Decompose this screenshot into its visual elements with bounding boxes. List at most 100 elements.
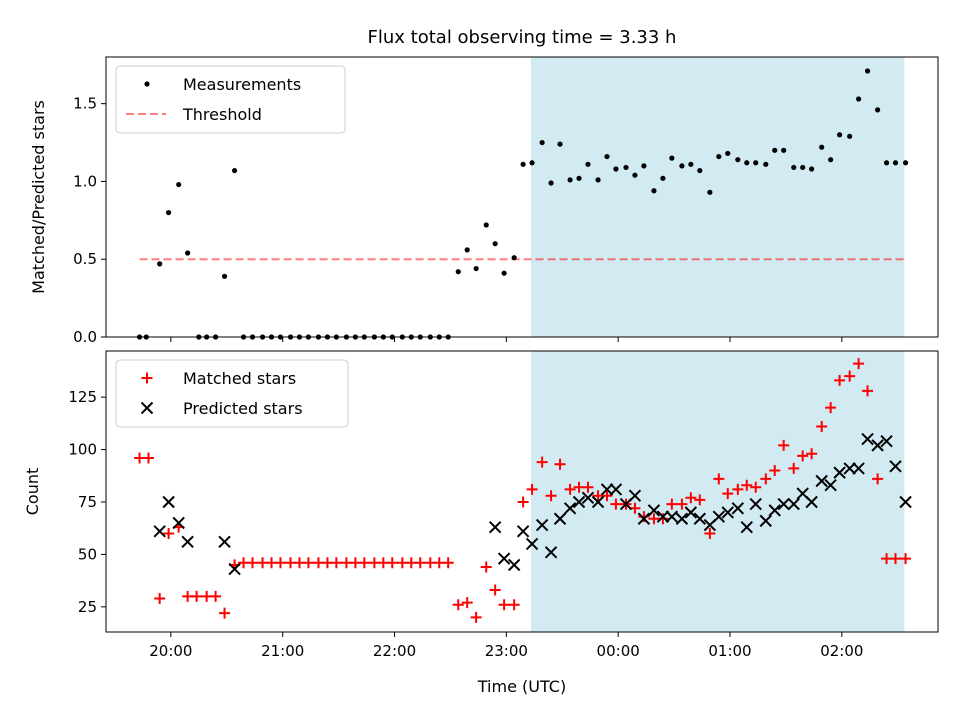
measurement-point [735, 157, 741, 163]
legend-label: Matched stars [183, 369, 296, 388]
predicted-point [563, 502, 577, 515]
measurement-point [632, 172, 638, 178]
measurement-point [595, 177, 601, 183]
matched-point [704, 527, 716, 539]
predicted-point [731, 502, 745, 515]
predicted-point [871, 439, 884, 452]
predicted-point [553, 512, 567, 525]
measurement-point [836, 132, 843, 138]
measurement-point [520, 161, 526, 167]
measurement-point [585, 161, 591, 167]
predicted-point [759, 514, 772, 528]
predicted-point [693, 512, 707, 525]
measurement-point [753, 160, 759, 166]
predicted-point [861, 432, 874, 446]
measurement-point [641, 163, 647, 169]
predicted-point [488, 520, 502, 534]
predicted-point [600, 483, 614, 496]
measurement-point [176, 181, 182, 188]
matched-point [498, 599, 510, 611]
matched-point [564, 483, 576, 495]
predicted-point [787, 497, 800, 511]
measurement-point [576, 175, 582, 181]
legend-label: Predicted stars [183, 399, 303, 418]
predicted-point [777, 497, 790, 511]
xtick-label: 01:00 [708, 642, 751, 660]
predicted-point [740, 520, 753, 534]
matched-point [442, 557, 454, 569]
matched-point [414, 557, 426, 569]
matched-point [489, 584, 501, 596]
matched-point [470, 611, 482, 623]
predicted-point [544, 546, 558, 559]
measurement-point [707, 189, 713, 195]
predicted-point [228, 562, 241, 576]
matched-point [610, 498, 622, 510]
predicted-point [656, 510, 670, 523]
matched-point [461, 597, 473, 609]
matched-point [750, 481, 762, 493]
measurement-point [464, 247, 470, 253]
measurement-point [791, 164, 797, 171]
predicted-point [889, 460, 902, 473]
measurement-point [483, 222, 489, 228]
matched-point [508, 599, 520, 611]
predicted-point [721, 506, 734, 519]
measurement-point [232, 167, 238, 174]
matched-point [545, 490, 557, 502]
matched-point [788, 462, 800, 474]
measurement-point [651, 188, 657, 194]
matched-point [676, 498, 688, 510]
matched-point [517, 496, 529, 508]
matched-point [191, 590, 203, 602]
predicted-point [535, 518, 549, 532]
measurement-point [856, 96, 862, 102]
predicted-point [162, 495, 175, 509]
matched-point [210, 590, 222, 602]
measurement-point [557, 141, 563, 147]
matched-point [302, 557, 314, 569]
matched-point [154, 592, 166, 604]
legend-box [115, 65, 346, 134]
bottom-axes-frame [105, 350, 939, 633]
top-ytick-label: 0.0 [73, 328, 97, 346]
matched-point [601, 490, 613, 502]
measurement-point [864, 68, 871, 74]
legend-marker [141, 372, 153, 384]
bottom-ytick-label: 125 [68, 388, 97, 406]
matched-point [330, 557, 342, 569]
xlabel: Time (UTC) [477, 677, 566, 696]
bottom-ytick-label: 50 [78, 545, 97, 563]
matched-point [844, 370, 856, 382]
predicted-point [525, 537, 539, 551]
measurement-point [567, 177, 573, 183]
predicted-point [637, 512, 651, 525]
top-ytick-label: 1.5 [73, 95, 97, 113]
measurement-point [697, 167, 703, 174]
matched-point [732, 483, 744, 495]
legend-label: Measurements [183, 75, 301, 94]
measurement-point [744, 160, 750, 166]
predicted-point [218, 535, 231, 549]
measurement-point [892, 160, 899, 166]
legend-box [115, 359, 349, 428]
matched-point [769, 465, 781, 477]
matched-point [862, 385, 874, 397]
predicted-point [833, 466, 846, 479]
top-panel: 0.0 0.5 1.0 1.5 Matched/Predicted stars Measu… [29, 56, 939, 346]
measurement-point [221, 273, 228, 279]
predicted-point [712, 510, 726, 523]
predicted-point [824, 479, 837, 492]
predicted-point [815, 474, 828, 488]
matched-point [806, 448, 818, 460]
predicted-point [805, 495, 818, 509]
predicted-point [749, 497, 762, 511]
predicted-point [675, 512, 689, 525]
predicted-point [768, 504, 781, 517]
bottom-series-0 [134, 358, 912, 623]
matched-point [853, 358, 865, 370]
bottom-ytick-label: 100 [68, 441, 97, 459]
matched-point [900, 553, 912, 565]
matched-point [480, 561, 492, 573]
